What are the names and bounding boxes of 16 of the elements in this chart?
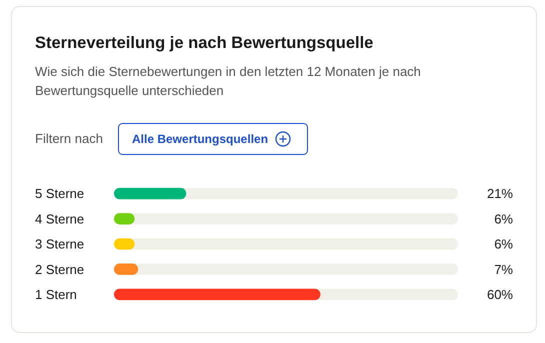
data-label: 6%	[494, 211, 514, 226]
bar	[114, 264, 138, 275]
chart-title: Sterneverteilung je nach Bewertungsquelle	[35, 34, 374, 52]
data-label: 21%	[486, 186, 514, 202]
y-tick-label: 2 Sterne	[35, 262, 84, 277]
y-tick-label: 5 Sterne	[35, 186, 84, 202]
y-tick-label: 1 Stern	[35, 287, 77, 302]
bar	[114, 188, 186, 200]
text: Filtern nach	[35, 131, 103, 146]
y-tick-label: 3 Sterne	[35, 236, 84, 252]
y-tick-label: 4 Sterne	[35, 211, 84, 226]
chart-subtitle: Wie sich die Sternebewertungen in den letzten 12 Monaten je nach Bewertungsquelle unterschieden	[35, 64, 421, 98]
data-label: 7%	[494, 262, 514, 277]
data-label: 6%	[494, 236, 514, 252]
data-label: 60%	[486, 287, 514, 302]
text: Alle Bewertungsquellen	[132, 132, 268, 146]
